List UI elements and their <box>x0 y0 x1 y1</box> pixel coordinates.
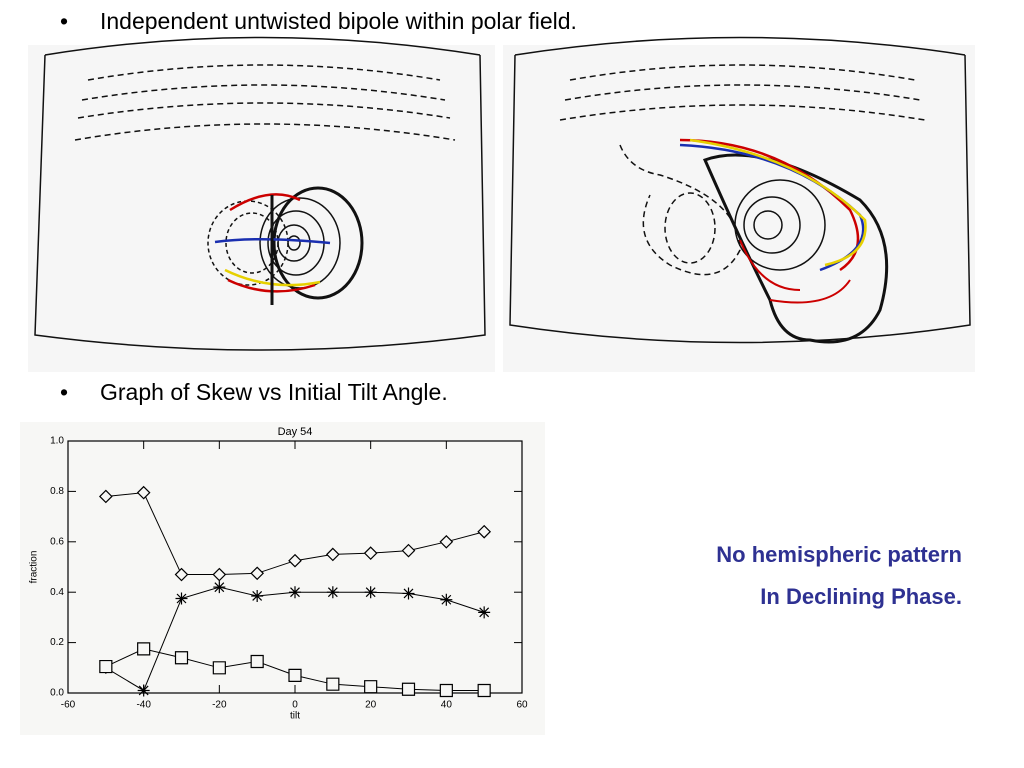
marker <box>136 485 151 500</box>
x-tick-label: 60 <box>516 700 528 711</box>
marker <box>289 586 301 599</box>
marker <box>288 553 302 568</box>
chart-background <box>20 422 545 735</box>
y-axis-label: fraction <box>29 551 40 584</box>
marker <box>326 677 340 691</box>
y-tick-label: 0.0 <box>50 688 64 699</box>
bullet: • Graph of Skew vs Initial Tilt Angle. <box>60 379 448 405</box>
bullet-text: Graph of Skew vs Initial Tilt Angle. <box>100 379 448 405</box>
y-tick-label: 0.6 <box>50 536 64 547</box>
marker <box>363 546 378 560</box>
note-line: No hemispheric pattern <box>716 542 962 567</box>
marker <box>137 684 150 697</box>
y-tick-label: 0.4 <box>50 587 64 598</box>
marker <box>288 668 302 682</box>
x-tick-label: -60 <box>61 700 76 711</box>
y-tick-label: 0.8 <box>50 486 64 497</box>
marker <box>401 682 416 696</box>
marker <box>251 589 264 602</box>
marker <box>439 683 453 698</box>
marker <box>478 606 491 619</box>
note-line: In Declining Phase. <box>760 584 962 609</box>
marker <box>174 567 189 582</box>
chart-title: Day 54 <box>278 426 313 438</box>
marker <box>364 586 377 599</box>
y-tick-label: 1.0 <box>50 436 64 447</box>
marker <box>326 586 339 599</box>
x-axis-label: tilt <box>290 711 300 722</box>
x-tick-label: 20 <box>365 700 377 711</box>
x-tick-label: 40 <box>441 700 453 711</box>
marker <box>439 534 454 549</box>
marker <box>212 567 227 582</box>
bullet: • Independent untwisted bipole within pol… <box>60 8 577 34</box>
marker <box>137 642 151 656</box>
marker <box>212 661 226 675</box>
marker <box>440 593 453 606</box>
marker <box>250 566 265 581</box>
marker <box>477 524 492 539</box>
panel-right <box>503 36 975 372</box>
marker <box>174 651 189 665</box>
marker <box>477 683 491 698</box>
y-tick-label: 0.2 <box>50 637 64 648</box>
marker <box>364 680 378 694</box>
chart: Day 54 tilt fraction -60 -40 -20 0 20 40 60 0.0 0.2… <box>29 426 528 722</box>
marker <box>250 654 264 669</box>
x-tick-label: -20 <box>212 700 227 711</box>
marker <box>325 547 340 562</box>
panel-left <box>28 36 495 372</box>
marker <box>402 587 415 600</box>
marker <box>99 659 113 674</box>
x-tick-label: 0 <box>292 700 298 711</box>
marker <box>213 581 226 594</box>
marker <box>175 592 188 605</box>
bullet-text: Independent untwisted bipole within pola… <box>100 8 577 34</box>
marker <box>401 543 416 558</box>
x-tick-label: -40 <box>136 700 151 711</box>
marker <box>98 489 113 504</box>
